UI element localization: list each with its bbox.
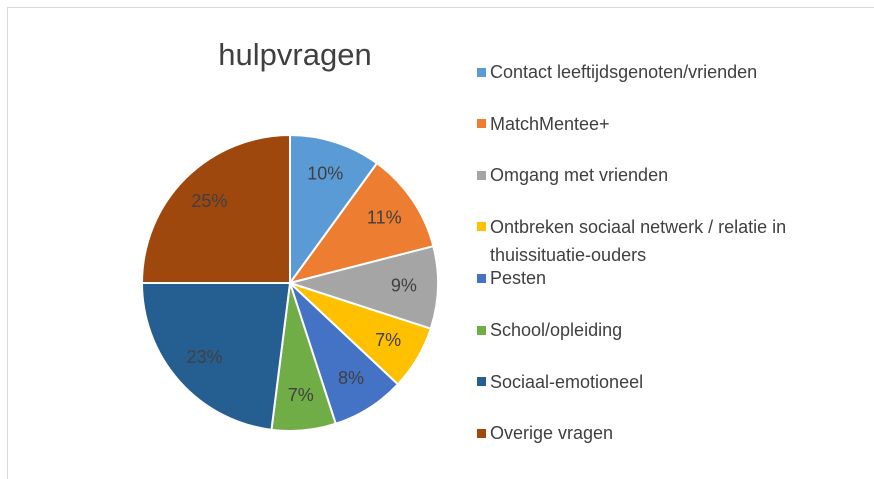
slice-label: 25% [191, 191, 227, 211]
slice-label: 11% [367, 208, 402, 228]
legend-swatch [477, 222, 486, 232]
pie-slice [289, 133, 379, 287]
legend-swatch [477, 273, 486, 283]
chart-title: hulpvragen [218, 37, 371, 72]
legend-label: Pesten [490, 268, 547, 289]
legend-swatch [477, 170, 486, 180]
slice-label: 8% [338, 368, 364, 388]
legend-swatch [477, 428, 486, 438]
legend-label: Overige vragen [490, 423, 614, 444]
legend-swatch [477, 377, 486, 387]
legend-swatch [477, 325, 486, 335]
slice-label: 10% [307, 163, 343, 183]
legend-label: School/opleiding [490, 320, 623, 340]
pie-slice [286, 244, 439, 330]
pie-slice [287, 161, 435, 285]
legend-swatch [477, 67, 486, 77]
legend-label: MatchMentee+ [490, 113, 610, 134]
pie-slice [140, 282, 292, 431]
legend-swatch [477, 119, 486, 129]
legend-label: Sociaal-emotioneel [490, 371, 644, 392]
slice-label: 23% [187, 347, 223, 367]
slice-label: 7% [288, 385, 314, 405]
legend-label: Ontbreken sociaal netwerk / relatie in t… [490, 216, 787, 265]
legend-label: Contact leeftijdsgenoten/vrienden [490, 62, 758, 82]
slice-label: 9% [391, 275, 417, 295]
legend-label: Omgang met vrienden [490, 165, 669, 186]
pie-slice [140, 133, 291, 284]
chart-border [7, 7, 874, 479]
slice-label: 7% [375, 330, 401, 350]
